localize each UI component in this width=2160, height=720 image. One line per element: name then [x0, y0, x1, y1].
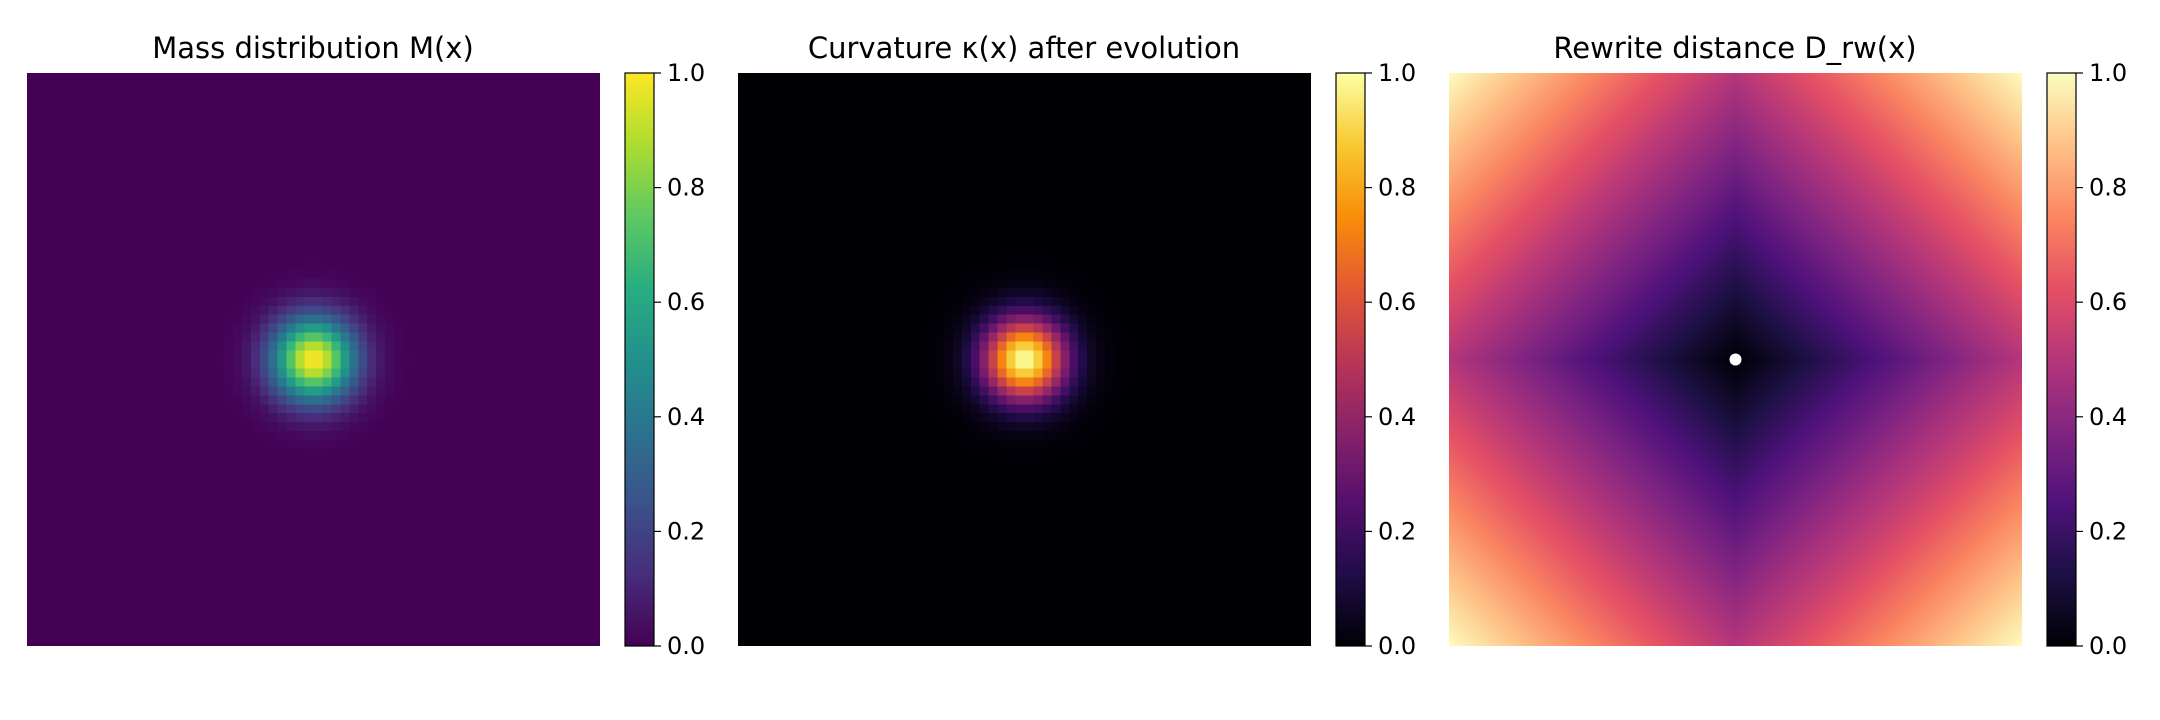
colorbar-tick-label: 0.2 — [1378, 517, 1416, 545]
colorbar-tick-label: 0.8 — [667, 174, 705, 202]
colorbar-tick-label: 0.6 — [1378, 288, 1416, 316]
chart-title: Rewrite distance D_rw(x) — [1553, 31, 1916, 65]
colorbar-frame — [624, 72, 655, 647]
colorbar-tick-label: 0.0 — [2089, 632, 2127, 660]
colorbar-tick-label: 0.8 — [2089, 174, 2127, 202]
center-marker — [1729, 353, 1742, 366]
colorbar-tick-label: 0.4 — [2089, 403, 2127, 431]
colorbar-tick-label: 0.2 — [2089, 517, 2127, 545]
colorbar-gradient — [625, 73, 654, 646]
heatmap-image — [738, 73, 1311, 646]
colorbar-tick-label: 0.8 — [1378, 174, 1416, 202]
colorbar-tick-label: 0.4 — [1378, 403, 1416, 431]
colorbar-tick-label: 1.0 — [1378, 59, 1416, 87]
heatmap-image — [27, 73, 600, 646]
chart-title: Curvature κ(x) after evolution — [808, 31, 1240, 65]
colorbar-tick-label: 0.0 — [1378, 632, 1416, 660]
colorbar-tick-label: 1.0 — [667, 59, 705, 87]
colorbar-tick-label: 0.2 — [667, 517, 705, 545]
colorbar-gradient — [2047, 73, 2076, 646]
panel-mass: Mass distribution M(x) 0.0 0.2 0.4 0.6 0.8 1.… — [27, 31, 705, 660]
chart-title: Mass distribution M(x) — [152, 31, 474, 65]
colorbar-tick-label: 1.0 — [2089, 59, 2127, 87]
colorbar-tick-label: 0.6 — [2089, 288, 2127, 316]
colorbar-gradient — [1336, 73, 1365, 646]
colorbar-tick-label: 0.6 — [667, 288, 705, 316]
panel-rewrite-distance: Rewrite distance D_rw(x) 0.0 0.2 0.4 0.6 0.8… — [1449, 31, 2127, 660]
colorbar-frame — [1335, 72, 1366, 647]
colorbar: 0.0 0.2 0.4 0.6 0.8 1.0 — [2046, 59, 2127, 660]
colorbar-tick-label: 0.4 — [667, 403, 705, 431]
panel-curvature: Curvature κ(x) after evolution 0.0 0.2 0.4… — [738, 31, 1416, 660]
colorbar-tick-label: 0.0 — [667, 632, 705, 660]
colorbar: 0.0 0.2 0.4 0.6 0.8 1.0 — [624, 59, 705, 660]
colorbar: 0.0 0.2 0.4 0.6 0.8 1.0 — [1335, 59, 1416, 660]
colorbar-frame — [2046, 72, 2077, 647]
